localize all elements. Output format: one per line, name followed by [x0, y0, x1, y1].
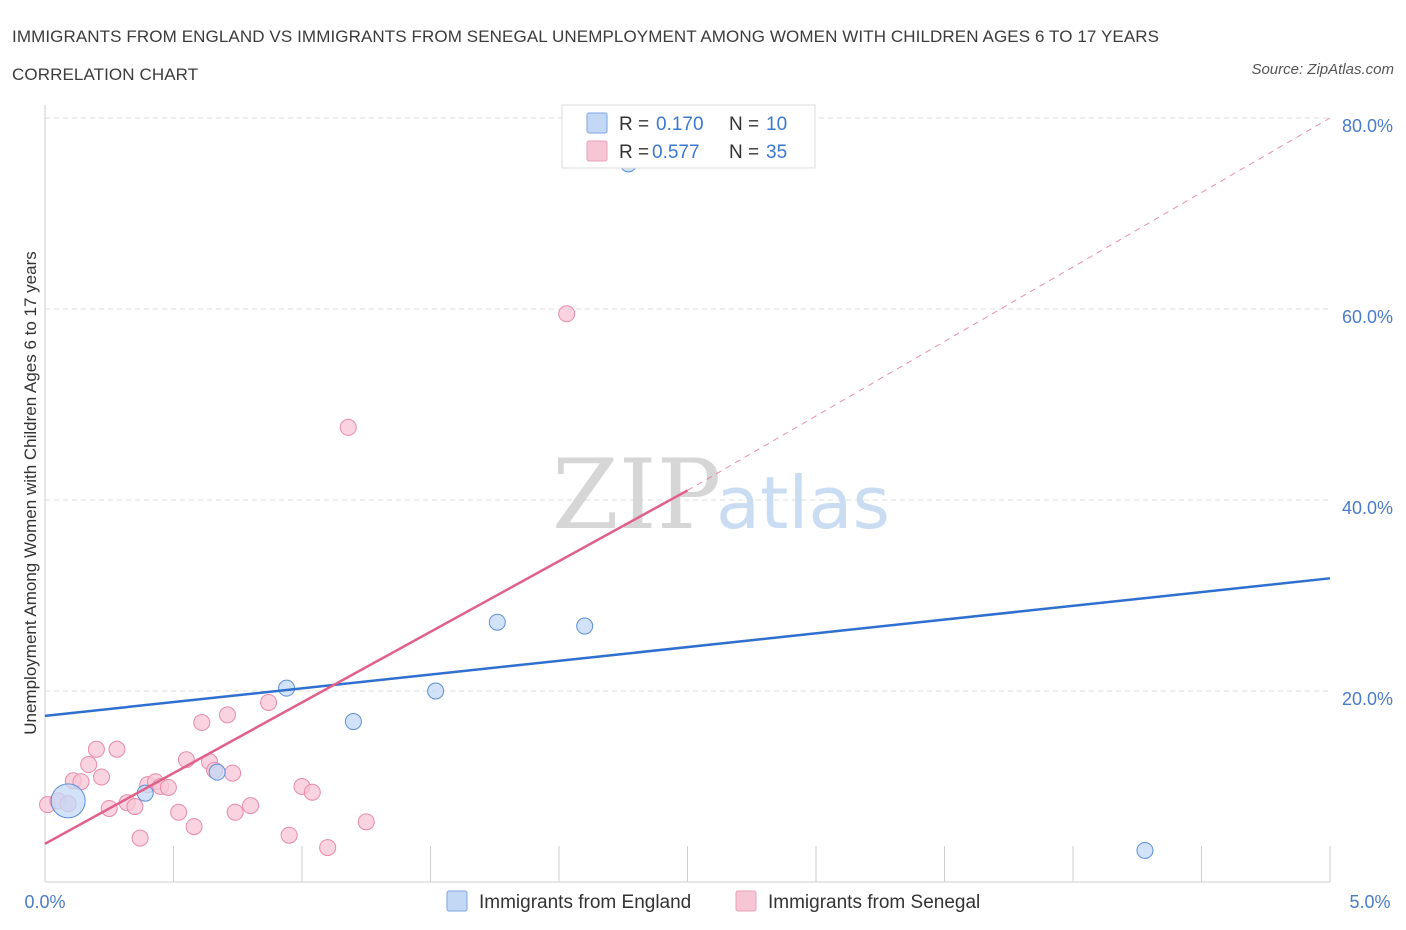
senegal-point-16: [159, 778, 177, 796]
legend-n-label-england: N =: [729, 114, 759, 135]
senegal-trendline-extension: [687, 117, 1331, 491]
england-point-0: [50, 783, 86, 819]
watermark-zip: ZIP: [552, 439, 721, 551]
senegal-point-27: [260, 693, 278, 711]
senegal-point-30: [303, 783, 321, 801]
x-axis-ticks: [173, 846, 1331, 882]
legend-swatch-senegal: [586, 140, 608, 162]
senegal-point-9: [108, 740, 126, 758]
legend-n-value-senegal: 35: [766, 142, 787, 163]
senegal-point-33: [357, 813, 375, 831]
y-axis-label: Unemployment Among Women with Children A…: [21, 251, 40, 735]
y-tick-label-60: 60.0%: [1342, 307, 1393, 327]
bottom-legend-label-senegal: Immigrants from Senegal: [768, 892, 980, 913]
senegal-point-26: [242, 797, 260, 815]
england-point-4: [344, 713, 362, 731]
senegal-point-34: [558, 305, 576, 323]
legend-swatch-england: [586, 112, 608, 134]
senegal-point-24: [224, 764, 242, 782]
series-legend: Immigrants from England Immigrants from …: [446, 890, 980, 913]
x-tick-label-max: 5.0%: [1349, 892, 1390, 912]
england-point-9: [1136, 841, 1154, 859]
y-tick-label-80: 80.0%: [1342, 116, 1393, 136]
senegal-point-11: [126, 798, 144, 816]
legend-r-value-england: 0.170: [656, 114, 704, 135]
legend-r-label-senegal: R =: [619, 142, 649, 163]
senegal-point-28: [280, 826, 298, 844]
senegal-point-20: [193, 714, 211, 732]
bottom-legend-label-england: Immigrants from England: [479, 892, 691, 913]
england-points: [50, 155, 1154, 859]
senegal-point-6: [87, 740, 105, 758]
senegal-point-19: [185, 818, 203, 836]
senegal-point-12: [131, 829, 149, 847]
source-label: Source: ZipAtlas.com: [1251, 61, 1394, 78]
england-point-6: [488, 613, 506, 631]
senegal-trendline: [44, 489, 689, 845]
x-tick-label-min: 0.0%: [24, 892, 65, 912]
legend-n-value-england: 10: [766, 114, 787, 135]
y-tick-labels: 20.0% 40.0% 60.0% 80.0%: [1342, 116, 1393, 709]
senegal-point-32: [339, 418, 357, 436]
chart-title: IMMIGRANTS FROM ENGLAND VS IMMIGRANTS FR…: [12, 27, 1160, 84]
senegal-point-7: [93, 768, 111, 786]
senegal-point-23: [218, 706, 236, 724]
legend-r-label-england: R =: [619, 114, 649, 135]
senegal-point-5: [80, 756, 98, 774]
legend-r-value-senegal: 0.577: [652, 142, 700, 163]
senegal-points: [39, 305, 576, 857]
england-point-7: [576, 617, 594, 635]
legend-n-label-senegal: N =: [729, 142, 759, 163]
senegal-point-25: [226, 803, 244, 821]
gridlines: [45, 117, 1330, 692]
trendlines: [44, 117, 1331, 845]
england-point-5: [427, 682, 445, 700]
correlation-legend: R = 0.170 N = 10 R = 0.577 N = 35: [561, 104, 816, 169]
y-tick-label-20: 20.0%: [1342, 689, 1393, 709]
watermark-atlas: atlas: [716, 461, 890, 545]
bottom-legend-swatch-senegal: [735, 890, 757, 912]
y-tick-label-40: 40.0%: [1342, 498, 1393, 518]
england-point-2: [208, 763, 226, 781]
senegal-point-31: [319, 839, 337, 857]
england-trendline: [44, 577, 1331, 718]
senegal-point-17: [170, 803, 188, 821]
bottom-legend-swatch-england: [446, 890, 468, 912]
